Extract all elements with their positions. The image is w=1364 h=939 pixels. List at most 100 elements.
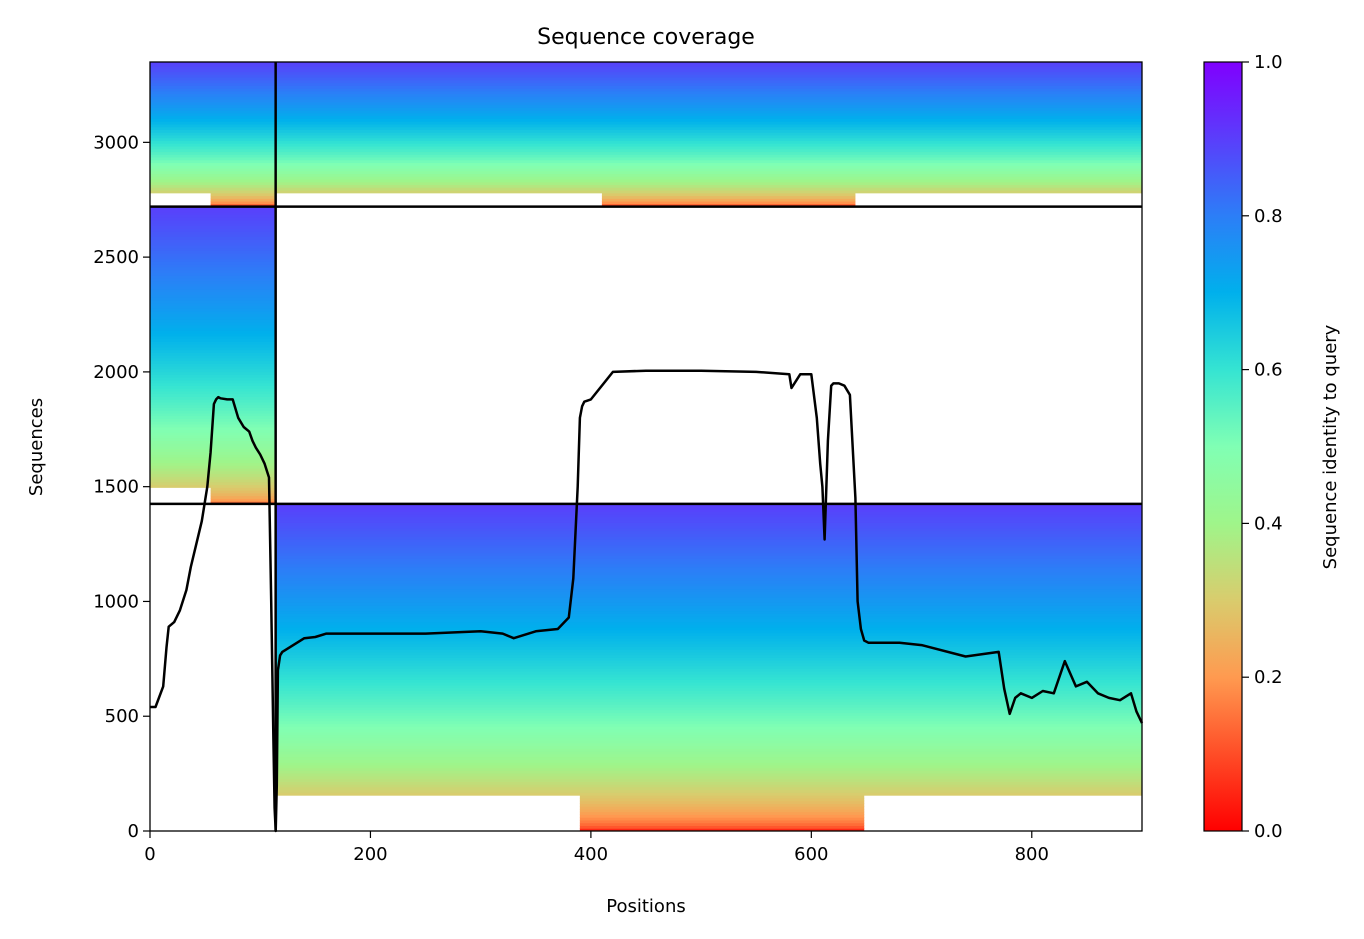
heatmap-band (150, 173, 276, 177)
heatmap-band (150, 123, 276, 128)
heatmap-band (150, 393, 276, 397)
heatmap-band (150, 313, 276, 318)
heatmap-band (275, 596, 1142, 601)
heatmap-band (579, 803, 865, 807)
y-tick-label: 3000 (93, 132, 139, 153)
colorbar-tick-label: 1.0 (1254, 52, 1283, 73)
heatmap-band (275, 729, 1142, 733)
heatmap-band (210, 490, 276, 494)
heatmap-band (275, 505, 1142, 510)
heatmap-band (275, 563, 1142, 568)
heatmap-band (150, 107, 276, 111)
heatmap-band (150, 269, 276, 273)
heatmap-band (275, 519, 1142, 523)
heatmap-band (150, 148, 276, 153)
heatmap-band (150, 242, 276, 246)
heatmap-band (275, 775, 1142, 780)
heatmap-band (275, 618, 1142, 623)
heatmap-band (275, 621, 1142, 625)
heatmap-band (275, 712, 1142, 716)
heatmap-band (150, 247, 276, 251)
heatmap-band (275, 187, 1142, 191)
heatmap-band (150, 176, 276, 180)
heatmap-band (275, 759, 1142, 763)
heatmap-band (150, 236, 276, 240)
heatmap-band (275, 745, 1142, 749)
heatmap-band (150, 476, 276, 480)
heatmap-band (275, 74, 1142, 78)
heatmap-band (150, 74, 276, 78)
heatmap-band (150, 379, 276, 384)
heatmap-band (275, 104, 1142, 108)
heatmap-band (150, 454, 276, 458)
heatmap-band (150, 465, 276, 469)
heatmap-band (275, 643, 1142, 647)
heatmap-band (150, 363, 276, 367)
heatmap-band (150, 462, 276, 466)
heatmap-band (150, 143, 276, 147)
heatmap-band (601, 201, 856, 205)
heatmap-band (275, 62, 1142, 64)
heatmap-band (150, 443, 276, 447)
heatmap-band (275, 690, 1142, 694)
heatmap-band (275, 756, 1142, 760)
heatmap-band (150, 484, 276, 488)
heatmap-band (275, 544, 1142, 548)
heatmap-band (275, 668, 1142, 672)
heatmap-band (210, 492, 276, 497)
colorbar-tick-label: 0.8 (1254, 206, 1283, 227)
heatmap-band (579, 822, 865, 826)
heatmap-band (150, 233, 276, 238)
heatmap-band (150, 481, 276, 486)
heatmap-band (150, 459, 276, 464)
heatmap-band (275, 93, 1142, 97)
heatmap-band (275, 66, 1142, 70)
heatmap-band (150, 473, 276, 477)
heatmap-band (150, 388, 276, 392)
heatmap-band (150, 88, 276, 92)
heatmap-band (275, 574, 1142, 579)
heatmap-band (275, 173, 1142, 177)
heatmap-band (150, 82, 276, 86)
heatmap-band (275, 632, 1142, 636)
heatmap-band (150, 470, 276, 475)
heatmap-band (275, 572, 1142, 576)
heatmap-band (150, 371, 276, 375)
heatmap-band (150, 154, 276, 158)
heatmap-band (275, 541, 1142, 546)
heatmap-band (150, 217, 276, 221)
heatmap-band (150, 132, 276, 136)
heatmap-band (275, 616, 1142, 620)
heatmap-band (210, 192, 276, 197)
heatmap-band (275, 129, 1142, 133)
heatmap-band (150, 437, 276, 442)
heatmap-band (150, 396, 276, 400)
heatmap-band (275, 146, 1142, 150)
heatmap-band (275, 536, 1142, 540)
heatmap-band (275, 676, 1142, 680)
heatmap-band (150, 297, 276, 301)
heatmap-band (275, 165, 1142, 169)
heatmap-band (150, 118, 276, 122)
heatmap-band (579, 800, 865, 804)
heatmap-band (275, 723, 1142, 727)
heatmap-band (275, 184, 1142, 188)
heatmap-band (210, 195, 276, 199)
heatmap-band (275, 707, 1142, 711)
heatmap-band (150, 71, 276, 75)
heatmap-band (275, 638, 1142, 642)
heatmap-band (275, 718, 1142, 722)
heatmap-band (601, 195, 856, 199)
heatmap-band (579, 817, 865, 821)
heatmap-band (150, 275, 276, 279)
heatmap-band (150, 457, 276, 461)
heatmap-band (150, 190, 276, 194)
heatmap-band (150, 324, 276, 329)
heatmap-band (150, 137, 276, 142)
heatmap-band (150, 335, 276, 340)
heatmap-band (150, 211, 276, 216)
heatmap-band (150, 110, 276, 114)
heatmap-band (275, 610, 1142, 614)
heatmap-band (275, 577, 1142, 581)
heatmap-band (150, 168, 276, 172)
